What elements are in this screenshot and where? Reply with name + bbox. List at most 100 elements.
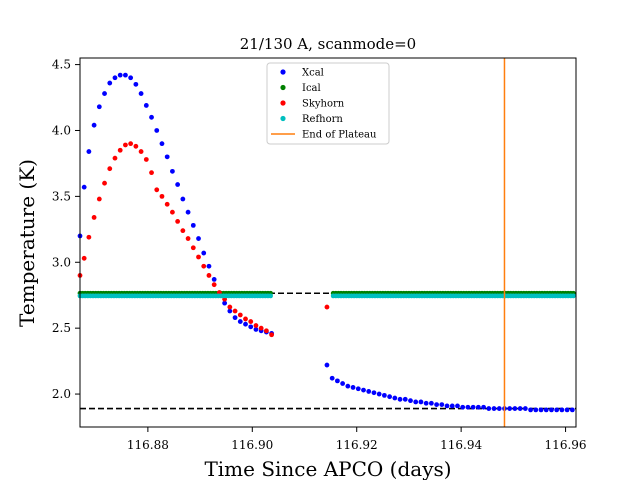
xcal-point — [324, 362, 330, 368]
xcal-point — [533, 407, 539, 413]
xcal-point — [397, 396, 403, 402]
xcal-point — [564, 407, 570, 413]
y-tick-label: 3.0 — [52, 255, 71, 269]
xcal-point — [355, 386, 361, 392]
xcal-point — [91, 122, 97, 128]
xcal-point — [392, 395, 398, 401]
xcal-point — [232, 315, 238, 321]
data-layer — [77, 58, 576, 427]
xcal-point — [237, 319, 243, 324]
legend-label-ical: Ical — [302, 83, 321, 94]
skyhorn-point — [123, 142, 128, 148]
legend: Xcal Ical Skyhorn Refhorn End of Plateau — [266, 62, 390, 145]
xcal-point — [449, 403, 455, 409]
xcal-point — [159, 141, 165, 147]
axes-frame — [79, 57, 577, 428]
xcal-point — [143, 103, 149, 108]
skyhorn-point — [149, 170, 154, 176]
x-axis: 116.88 116.90 116.92 116.94 116.96 — [127, 427, 587, 452]
skyhorn-point — [159, 193, 165, 199]
y-tick-label: 2.0 — [52, 387, 71, 401]
y-tick-label: 4.5 — [52, 58, 71, 72]
xcal-point — [196, 236, 201, 241]
xcal-point — [107, 80, 113, 86]
xcal-point — [444, 403, 450, 409]
refhorn-point — [268, 293, 273, 299]
xcal-point — [543, 407, 549, 413]
xcal-point — [248, 324, 254, 330]
xcal-point — [329, 375, 335, 381]
x-tick-label: 116.92 — [336, 438, 378, 452]
xcal-point — [112, 75, 118, 81]
xcal-point — [253, 327, 259, 332]
skyhorn-point — [269, 332, 275, 338]
skyhorn-point — [86, 234, 92, 240]
skyhorn-point — [112, 155, 118, 161]
skyhorn-point — [248, 319, 254, 324]
legend-label-skyhorn: Skyhorn — [302, 99, 345, 110]
xcal-point — [549, 407, 554, 413]
xcal-point — [559, 407, 565, 413]
legend-marker-skyhorn — [280, 100, 286, 106]
xcal-point — [538, 407, 544, 413]
xcal-point — [175, 182, 181, 187]
xcal-point — [522, 406, 528, 411]
xcal-point — [335, 378, 340, 384]
xcal-point — [402, 396, 408, 402]
skyhorn-point — [91, 215, 97, 220]
x-axis-label: Time Since APCO (days) — [204, 457, 451, 480]
xcal-point — [128, 75, 134, 81]
legend-marker-ical — [280, 84, 286, 91]
xcal-point — [455, 403, 460, 409]
xcal-point — [465, 404, 471, 410]
legend-box — [266, 62, 390, 145]
refhorn-point — [570, 293, 576, 299]
xcal-point — [376, 391, 382, 397]
xcal-point — [164, 154, 170, 160]
xcal-point — [201, 250, 207, 256]
x-tick-label: 116.88 — [127, 438, 169, 452]
skyhorn-point — [237, 312, 243, 318]
skyhorn-point — [190, 245, 196, 251]
skyhorn-point — [96, 196, 102, 202]
skyhorn-point — [117, 147, 123, 153]
xcal-point — [96, 104, 102, 110]
xcal-point — [170, 168, 175, 174]
legend-label-end-of-plateau: End of Plateau — [302, 130, 377, 141]
skyhorn-point — [180, 228, 186, 234]
skyhorn-point — [243, 316, 248, 322]
skyhorn-point — [170, 209, 175, 215]
y-axis-label: Temperature (K) — [15, 159, 39, 327]
skyhorn-point — [175, 219, 181, 224]
legend-marker-xcal — [280, 69, 286, 75]
xcal-point — [528, 407, 533, 413]
skyhorn-point — [143, 157, 149, 162]
skyhorn-point — [138, 149, 144, 154]
x-tick-label: 116.94 — [440, 438, 482, 452]
xcal-point — [423, 400, 429, 406]
xcal-point — [123, 72, 128, 78]
xcal-point — [227, 308, 233, 314]
legend-label-xcal: Xcal — [302, 68, 324, 79]
xcal-point — [133, 81, 139, 87]
xcal-point — [154, 128, 160, 133]
xcal-point — [206, 263, 212, 269]
xcal-point — [149, 114, 154, 120]
xcal-point — [481, 404, 486, 410]
xcal-point — [371, 390, 377, 396]
skyhorn-point — [258, 325, 264, 331]
xcal-point — [366, 389, 372, 394]
skyhorn-point — [81, 255, 87, 261]
y-tick-label: 3.5 — [52, 189, 71, 203]
xcal-point — [86, 149, 92, 154]
xcal-point — [117, 72, 123, 78]
y-tick-label: 2.5 — [52, 321, 71, 335]
skyhorn-point — [232, 308, 238, 314]
skyhorn-point — [107, 166, 113, 172]
chart-title: 21/130 A, scanmode=0 — [240, 35, 416, 53]
xcal-point — [491, 406, 497, 411]
skyhorn-point — [227, 304, 233, 310]
xcal-point — [381, 392, 387, 398]
xcal-point — [81, 184, 87, 190]
